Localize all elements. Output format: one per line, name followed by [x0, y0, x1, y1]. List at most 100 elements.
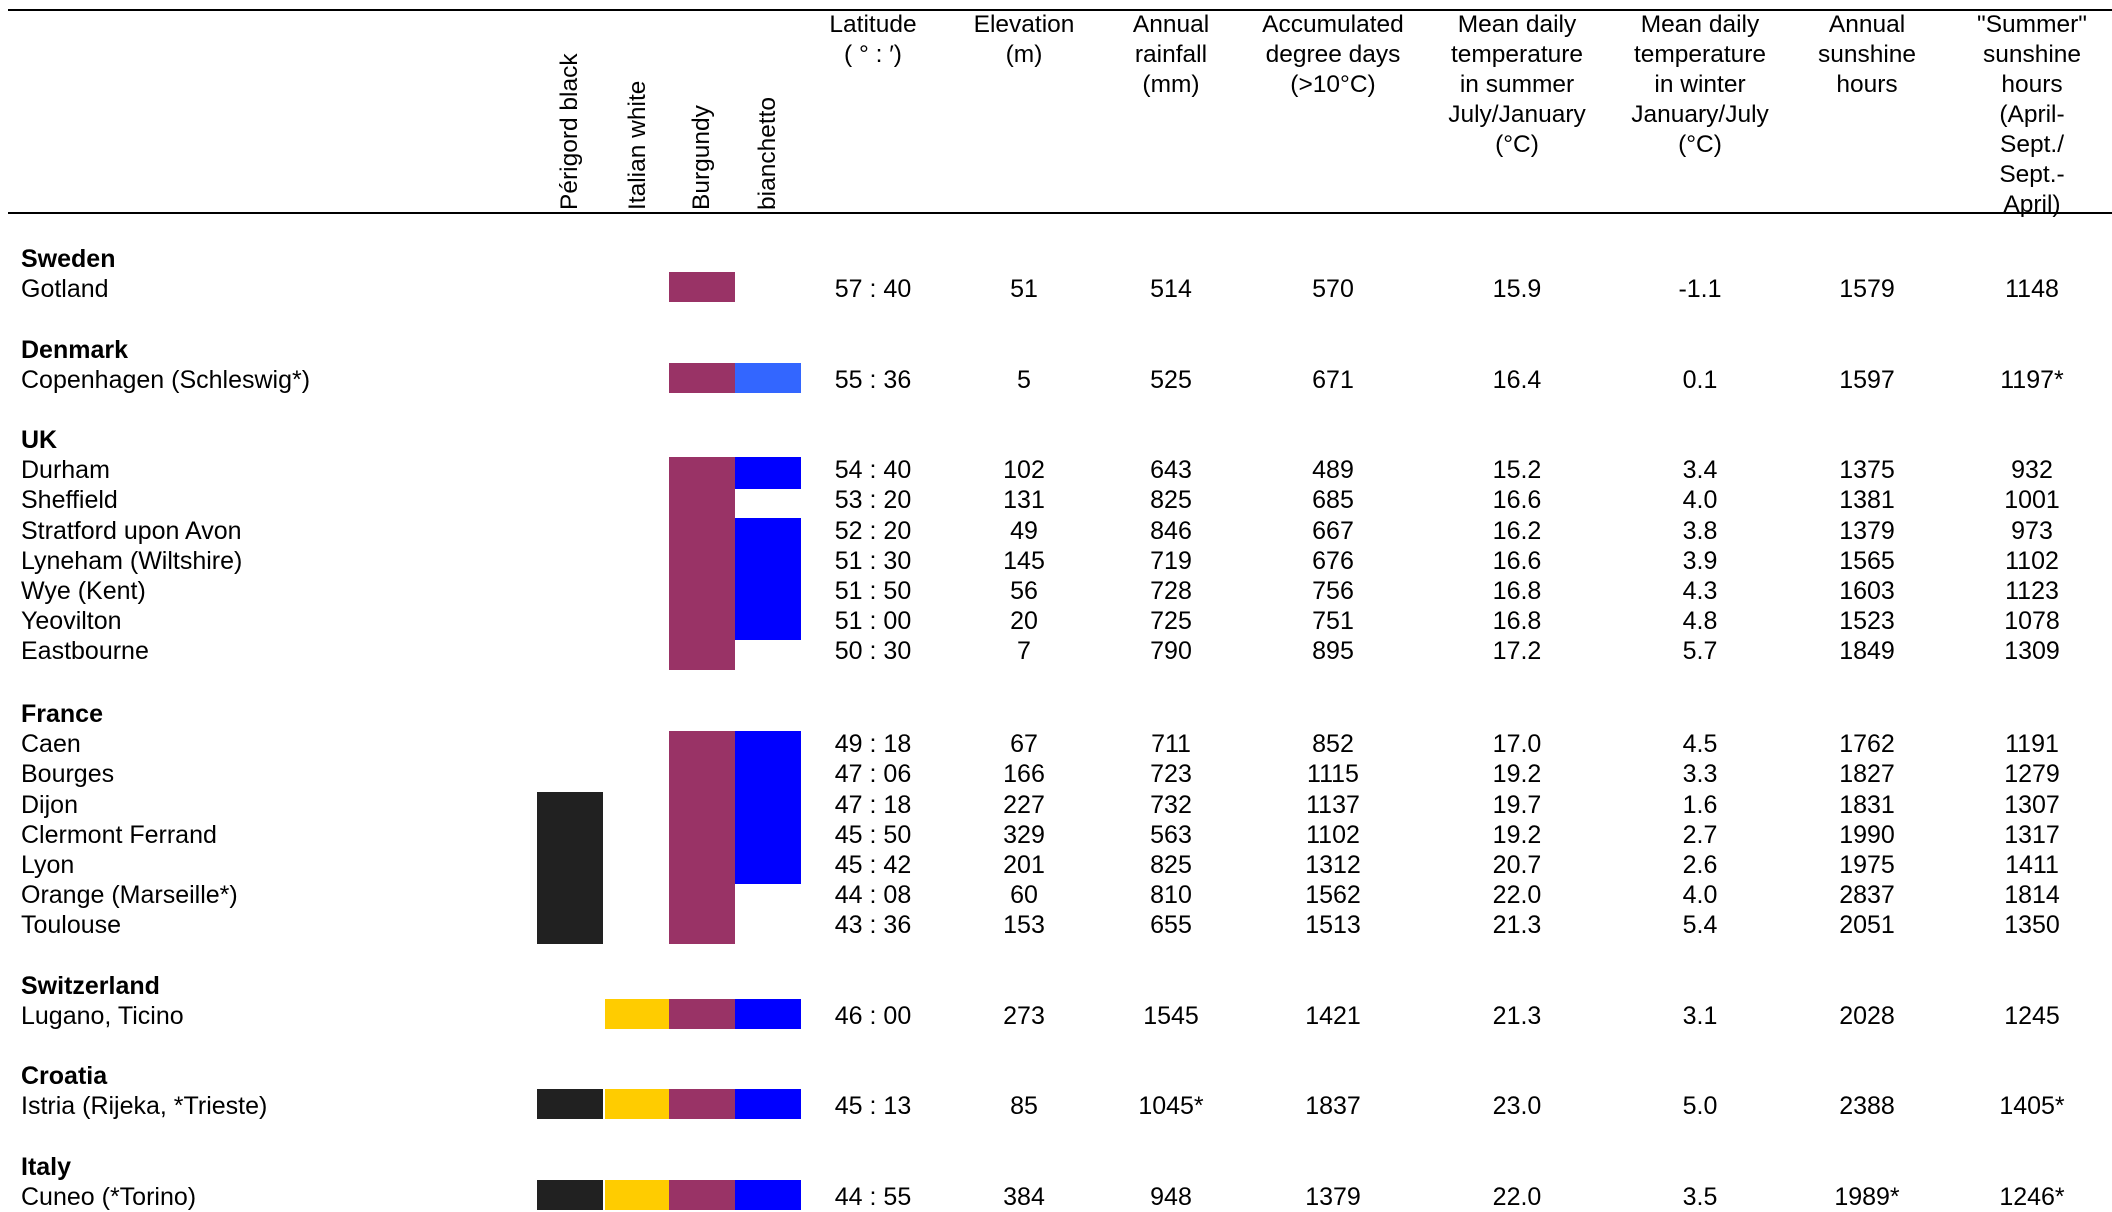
- cell-tsum: 20.7: [1492, 851, 1542, 879]
- cell-ssun: 932: [2011, 456, 2053, 485]
- presence-bar-bianchetto: [735, 852, 801, 884]
- cell-sun: 1849: [1839, 637, 1895, 666]
- presence-bar-bianchetto: [735, 1089, 801, 1120]
- header-rain: Annual rainfall (mm): [1132, 11, 1210, 98]
- cell-sun: 1523: [1839, 607, 1895, 636]
- cell-tsum: 16.6: [1492, 546, 1542, 575]
- cell-sun: 1762: [1839, 730, 1895, 759]
- cell-tsum: 16.6: [1492, 486, 1542, 515]
- cell-lat: 57 : 40: [834, 275, 912, 304]
- cell-sun: 1990: [1839, 820, 1895, 849]
- cell-tsum: 17.2: [1492, 637, 1542, 666]
- cell-dd: 751: [1312, 607, 1354, 636]
- cell-tsum: 16.8: [1492, 607, 1542, 636]
- place-name: Durham: [21, 456, 110, 485]
- cell-dd: 1562: [1305, 881, 1361, 910]
- presence-bar-italian-white: [605, 1089, 671, 1120]
- cell-lat: 44 : 08: [834, 881, 912, 910]
- cell-tsum: 21.3: [1492, 911, 1542, 940]
- presence-bar-burgundy: [669, 852, 735, 884]
- cell-ssun: 1814: [2004, 881, 2060, 910]
- cell-twin: 4.3: [1682, 577, 1718, 605]
- cell-lat: 45 : 13: [834, 1092, 912, 1121]
- presence-bar-burgundy: [669, 547, 735, 580]
- cell-rain: 1545: [1143, 1002, 1199, 1031]
- cell-elev: 60: [1010, 881, 1038, 910]
- presence-bar-bianchetto: [735, 547, 801, 580]
- cell-twin: 3.4: [1682, 456, 1718, 485]
- cell-dd: 895: [1312, 637, 1354, 666]
- cell-elev: 67: [1010, 730, 1038, 759]
- presence-bar-burgundy: [669, 363, 735, 394]
- cell-elev: 51: [1010, 275, 1038, 304]
- cell-dd: 1115: [1307, 760, 1359, 789]
- presence-bar-perigord-black: [537, 791, 603, 824]
- place-name: Yeovilton: [21, 607, 122, 636]
- cell-twin: 3.1: [1682, 1002, 1718, 1031]
- presence-bar-burgundy: [669, 578, 735, 610]
- presence-bar-burgundy: [669, 761, 735, 793]
- presence-bar-perigord-black: [537, 882, 603, 914]
- cell-twin: 1.6: [1682, 790, 1718, 819]
- cell-ssun: 1309: [2004, 637, 2060, 666]
- header-twin: Mean daily temperature in winter January…: [1631, 11, 1769, 158]
- presence-bar-bianchetto: [735, 761, 801, 793]
- cell-sun: 2388: [1839, 1092, 1895, 1121]
- country-heading: France: [21, 700, 103, 728]
- presence-bar-perigord-black: [537, 912, 603, 944]
- presence-bar-bianchetto: [735, 363, 801, 394]
- cell-ssun: 1197*: [2000, 366, 2064, 395]
- cell-sun: 1579: [1839, 275, 1895, 304]
- cell-lat: 47 : 18: [834, 790, 912, 819]
- presence-bar-burgundy: [669, 608, 735, 640]
- presence-bar-burgundy: [669, 1180, 735, 1211]
- cell-twin: 0.1: [1682, 366, 1718, 395]
- cell-elev: 384: [1003, 1183, 1045, 1212]
- cell-rain: 948: [1150, 1183, 1192, 1212]
- place-name: Istria (Rijeka, *Trieste): [21, 1092, 268, 1121]
- cell-elev: 20: [1010, 607, 1038, 636]
- cell-twin: 2.6: [1682, 851, 1718, 879]
- cell-twin: 3.8: [1682, 516, 1718, 545]
- place-name: Eastbourne: [21, 637, 149, 666]
- header-bianchetto: bianchetto: [754, 96, 781, 210]
- cell-twin: 3.5: [1682, 1183, 1718, 1212]
- cell-dd: 667: [1312, 516, 1354, 545]
- cell-sun: 1831: [1839, 790, 1895, 819]
- cell-rain: 723: [1150, 760, 1192, 789]
- cell-twin: -1.1: [1678, 275, 1722, 304]
- place-name: Sheffield: [21, 486, 118, 515]
- presence-bar-bianchetto: [735, 791, 801, 824]
- presence-bar-burgundy: [669, 517, 735, 550]
- presence-bar-burgundy: [669, 999, 735, 1030]
- presence-bar-burgundy: [669, 457, 735, 489]
- cell-sun: 1989*: [1834, 1183, 1900, 1212]
- cell-lat: 46 : 00: [834, 1002, 912, 1031]
- cell-dd: 685: [1312, 486, 1354, 515]
- cell-lat: 49 : 18: [834, 730, 912, 759]
- cell-tsum: 21.3: [1492, 1002, 1542, 1031]
- cell-sun: 1975: [1839, 851, 1895, 879]
- presence-bar-burgundy: [669, 821, 735, 854]
- cell-elev: 329: [1003, 820, 1045, 849]
- header-dd: Accumulated degree days (>10°C): [1262, 11, 1404, 98]
- presence-bar-bianchetto: [735, 578, 801, 610]
- cell-rain: 655: [1150, 911, 1192, 940]
- cell-elev: 7: [1017, 637, 1031, 666]
- cell-ssun: 1246*: [1999, 1183, 2065, 1212]
- cell-twin: 3.3: [1682, 760, 1718, 789]
- cell-rain: 725: [1150, 607, 1192, 636]
- cell-ssun: 1245: [2004, 1002, 2060, 1031]
- presence-bar-bianchetto: [735, 608, 801, 640]
- cell-ssun: 1405*: [1999, 1092, 2065, 1121]
- place-name: Orange (Marseille*): [21, 881, 238, 910]
- cell-tsum: 16.4: [1492, 366, 1542, 395]
- cell-rain: 525: [1150, 366, 1192, 395]
- cell-dd: 1421: [1305, 1002, 1361, 1031]
- cell-rain: 719: [1150, 546, 1192, 575]
- presence-bar-burgundy: [669, 882, 735, 914]
- cell-elev: 131: [1003, 486, 1045, 515]
- cell-rain: 846: [1150, 516, 1192, 545]
- cell-dd: 1102: [1306, 820, 1360, 849]
